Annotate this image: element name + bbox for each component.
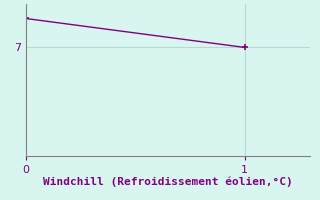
- X-axis label: Windchill (Refroidissement éolien,°C): Windchill (Refroidissement éolien,°C): [43, 176, 293, 187]
